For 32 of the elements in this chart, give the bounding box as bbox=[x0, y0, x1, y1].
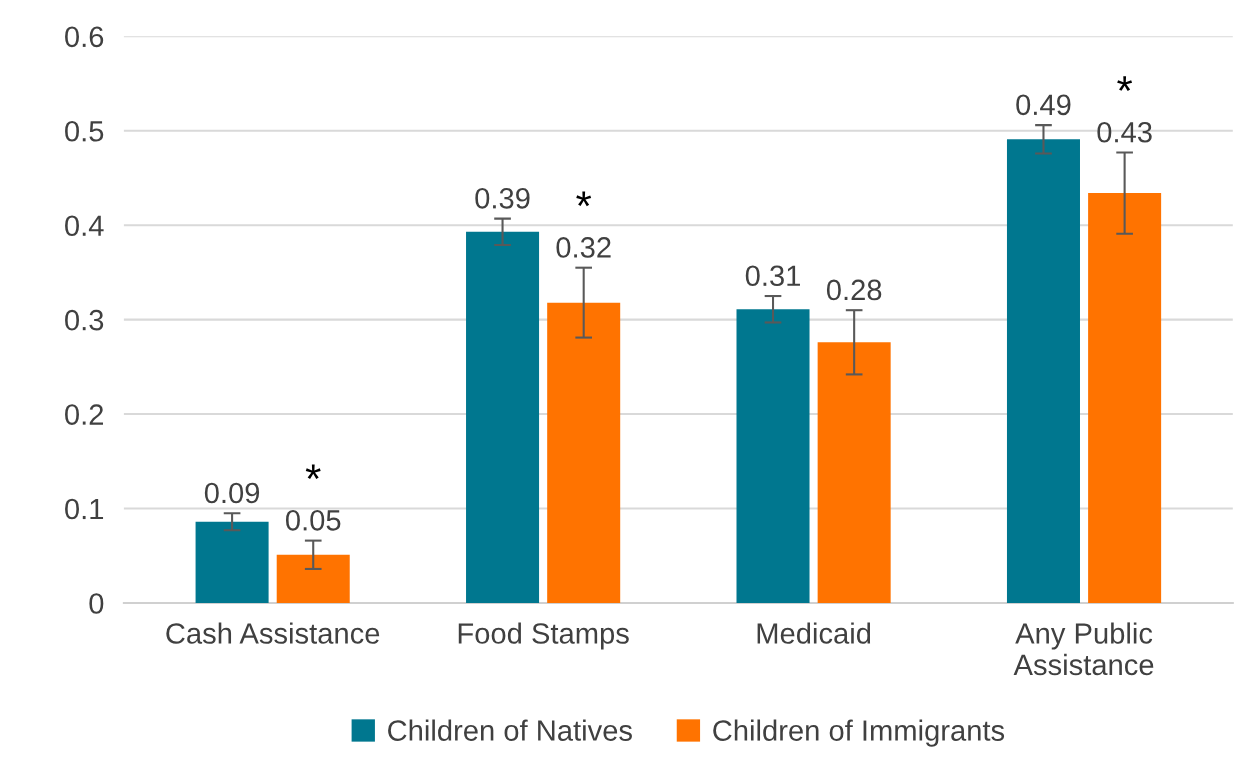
x-tick-label: Food Stamps bbox=[458, 622, 629, 650]
y-tick-label: 0.3 bbox=[65, 309, 104, 331]
x-tick-label: Any Public Assistance bbox=[1013, 622, 1154, 676]
bar bbox=[466, 231, 540, 603]
data-label: 0.32 bbox=[556, 237, 611, 258]
bar bbox=[276, 554, 350, 603]
y-tick-label: 0 bbox=[89, 593, 104, 614]
x-tick-label: Medicaid bbox=[757, 622, 871, 644]
data-label: 0.05 bbox=[285, 510, 341, 531]
bar bbox=[817, 342, 891, 603]
y-tick-label: 0.4 bbox=[65, 215, 104, 237]
x-tick-label: Cash Assistance bbox=[166, 622, 380, 644]
data-label: 0.28 bbox=[826, 279, 882, 301]
legend-label: Children of Natives bbox=[388, 719, 632, 741]
annotation: * bbox=[1117, 76, 1133, 91]
y-tick-label: 0.5 bbox=[65, 120, 104, 142]
y-tick-label: 0.2 bbox=[65, 404, 103, 425]
data-label: 0.39 bbox=[475, 188, 530, 209]
data-label: 0.31 bbox=[745, 265, 800, 287]
y-tick-label: 0.1 bbox=[65, 498, 104, 520]
annotation: * bbox=[576, 191, 592, 207]
bar bbox=[547, 302, 621, 603]
data-label: 0.49 bbox=[1016, 94, 1071, 116]
legend-label: Children of Immigrants bbox=[713, 719, 1005, 747]
data-label: 0.09 bbox=[204, 482, 260, 504]
bar bbox=[1006, 139, 1080, 603]
bar bbox=[1088, 193, 1162, 603]
y-tick-label: 0.6 bbox=[65, 26, 104, 48]
data-label: 0.43 bbox=[1097, 121, 1152, 143]
bar bbox=[736, 309, 810, 603]
bar bbox=[195, 521, 269, 603]
annotation: * bbox=[305, 464, 321, 480]
